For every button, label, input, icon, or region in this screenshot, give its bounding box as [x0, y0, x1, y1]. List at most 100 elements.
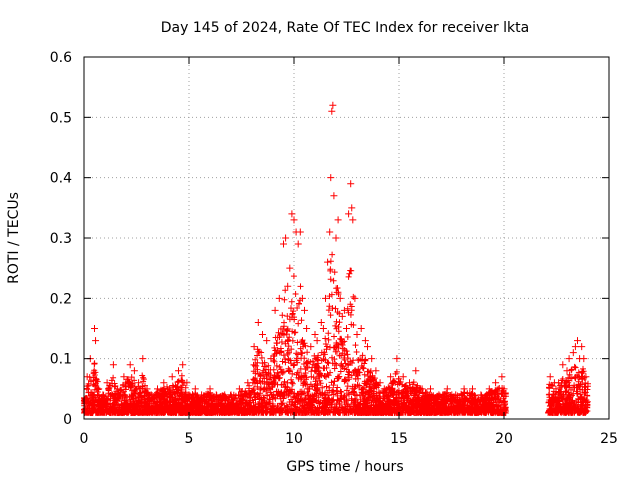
data-point [319, 325, 327, 332]
data-point [235, 385, 243, 393]
data-point [143, 385, 151, 393]
data-point [340, 306, 348, 314]
x-tick-label: 25 [600, 431, 618, 447]
data-point [580, 355, 588, 363]
data-point [329, 101, 337, 109]
data-point [267, 355, 275, 363]
data-point [317, 318, 325, 326]
data-point [120, 373, 128, 381]
data-point [296, 228, 304, 236]
data-point [250, 343, 258, 351]
data-point [546, 373, 554, 381]
data-point [135, 379, 143, 387]
data-point [376, 379, 384, 387]
data-point [393, 355, 401, 363]
data-point [380, 385, 388, 393]
data-point [99, 391, 107, 399]
data-point [348, 204, 356, 212]
data-point [574, 337, 581, 345]
data-point [559, 361, 567, 369]
data-point [284, 282, 292, 290]
data-point [435, 391, 443, 399]
x-tick-label: 5 [185, 431, 194, 447]
data-point [275, 294, 283, 302]
data-point [126, 361, 134, 369]
data-point [130, 367, 138, 375]
data-point [338, 312, 346, 320]
data-point [485, 385, 493, 393]
data-point [443, 385, 451, 393]
data-point [343, 325, 350, 332]
data-point [147, 391, 155, 399]
y-tick-label: 0.4 [50, 171, 72, 187]
data-point [109, 361, 117, 369]
data-point [412, 367, 420, 375]
data-point [160, 379, 168, 387]
data-point [303, 325, 311, 332]
data-point [372, 367, 380, 375]
data-point [92, 337, 100, 345]
data-point [582, 373, 590, 381]
data-point [361, 337, 369, 345]
x-tick-label: 15 [390, 431, 408, 447]
data-point [565, 355, 573, 363]
data-point [469, 385, 476, 393]
data-point [326, 228, 334, 236]
data-point [345, 210, 353, 218]
data-point [254, 318, 262, 326]
data-point [336, 294, 344, 302]
axis-ticks: 0 5 10 15 20 25 0 0.1 0.2 0.3 0.4 0.5 0.6 [50, 50, 618, 447]
x-tick-label: 0 [80, 431, 89, 447]
data-point [221, 391, 229, 399]
x-tick-label: 20 [495, 431, 513, 447]
data-point [452, 391, 460, 399]
data-point [569, 349, 577, 357]
y-tick-label: 0.5 [50, 110, 72, 126]
data-point [322, 294, 329, 302]
data-point [294, 240, 302, 248]
data-point [368, 355, 376, 363]
data-point [175, 367, 182, 375]
data-point [313, 337, 321, 345]
data-point [282, 234, 290, 242]
data-point [324, 258, 332, 266]
y-axis-label: ROTI / TECUs [6, 192, 22, 284]
data-point [578, 343, 586, 351]
data-point [185, 391, 193, 399]
data-point [327, 174, 335, 182]
data-point [103, 379, 111, 387]
data-point [263, 337, 271, 345]
chart-title: Day 145 of 2024, Rate Of TEC Index for r… [161, 20, 529, 36]
data-point [460, 385, 468, 393]
data-point [351, 294, 359, 302]
data-point [271, 306, 279, 314]
data-point [198, 391, 206, 399]
data-point [114, 385, 122, 393]
data-point [353, 331, 361, 339]
data-point [399, 373, 407, 381]
data-point [563, 367, 571, 375]
data-point [406, 379, 413, 387]
data-point [357, 325, 365, 332]
data-point [364, 343, 371, 351]
data-point [307, 343, 315, 351]
data-point [139, 355, 147, 363]
data-point [555, 379, 563, 387]
data-point [427, 385, 434, 393]
data-point [349, 216, 357, 224]
data-point [298, 294, 306, 302]
data-point [286, 264, 294, 272]
y-tick-label: 0 [63, 412, 72, 428]
data-point [259, 331, 266, 339]
data-point [334, 216, 342, 224]
data-point [288, 210, 296, 218]
data-point [168, 373, 176, 381]
data-point [280, 240, 287, 248]
data-point [311, 331, 319, 339]
data-point [183, 379, 191, 387]
data-point [81, 397, 89, 405]
y-tick-label: 0.6 [50, 50, 72, 66]
x-axis-label: GPS time / hours [286, 459, 403, 475]
y-tick-label: 0.1 [50, 352, 72, 368]
